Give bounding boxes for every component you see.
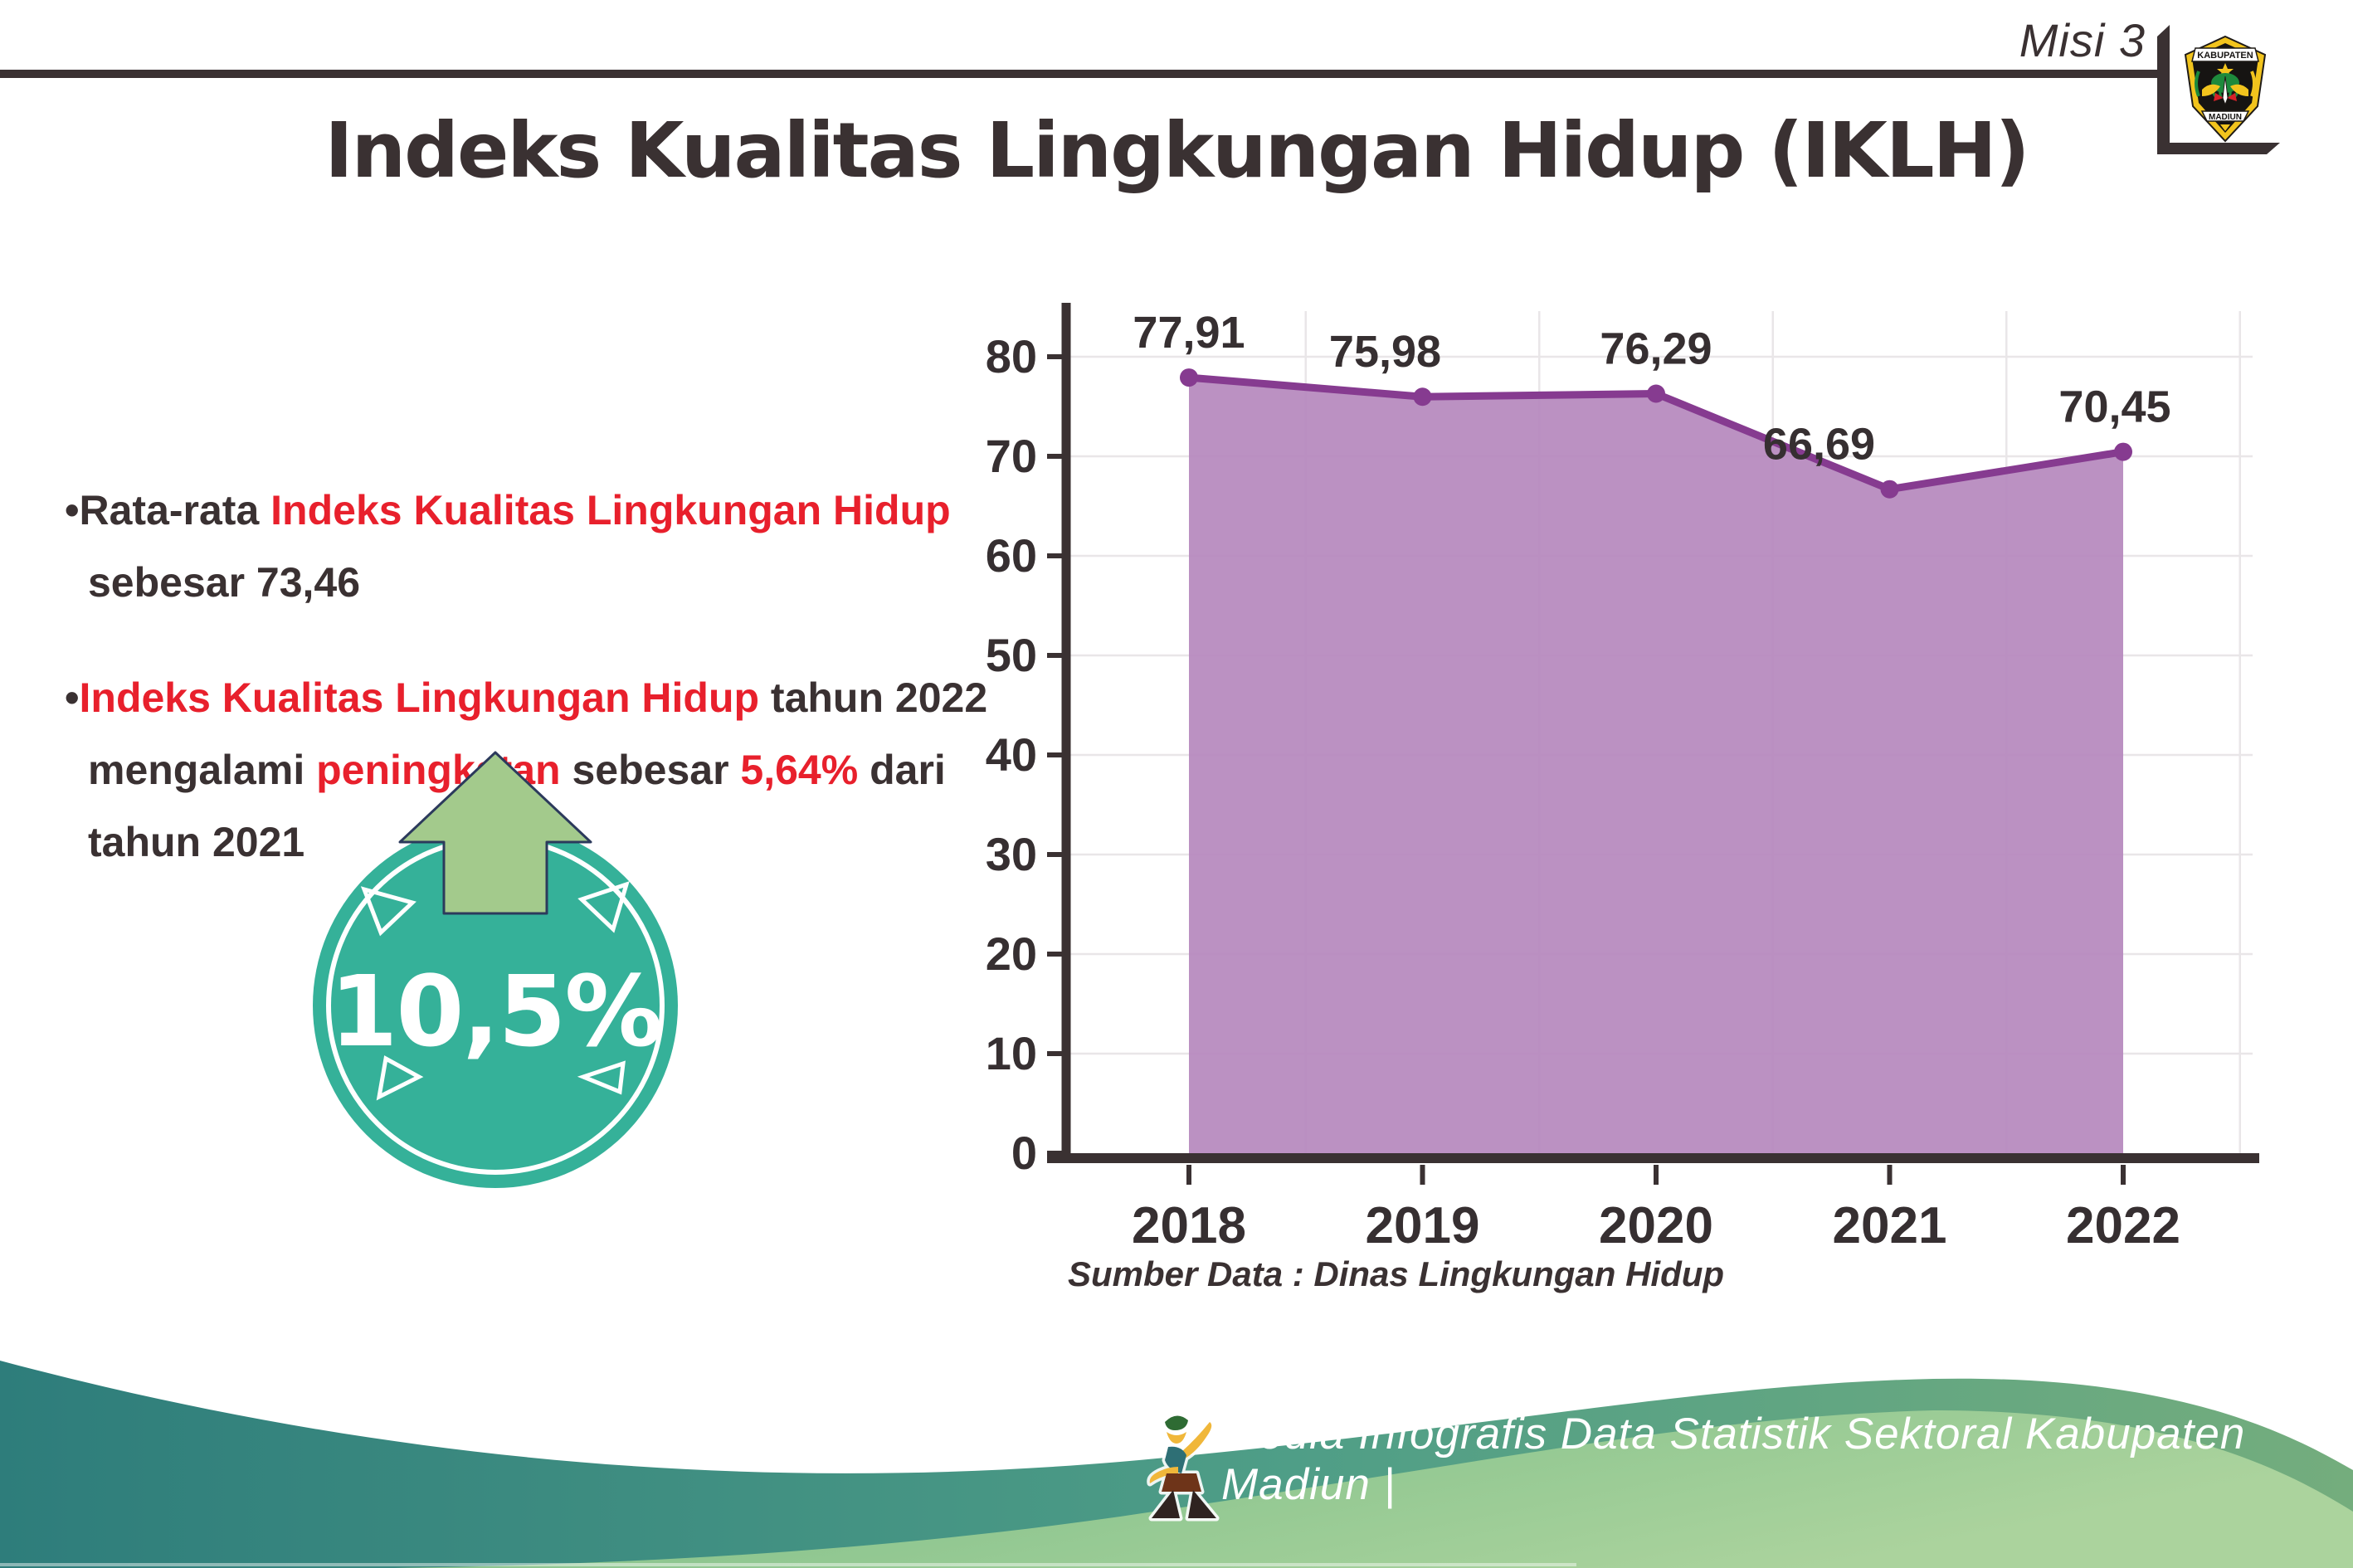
svg-text:MADIUN: MADIUN [2209, 113, 2242, 122]
svg-text:2018: 2018 [1132, 1197, 1246, 1254]
svg-text:66,69: 66,69 [1763, 420, 1875, 470]
svg-text:50: 50 [986, 629, 1037, 681]
svg-text:0: 0 [1011, 1127, 1037, 1179]
header-rule [0, 70, 2161, 78]
svg-text:2021: 2021 [1833, 1197, 1947, 1254]
svg-text:76,29: 76,29 [1600, 324, 1712, 374]
insight-text-segment: dari tahun 2021 [88, 747, 946, 865]
insight-bullet-increase: •Indeks Kualitas Lingkungan Hidup tahun … [65, 662, 1019, 879]
insight-text-segment: • [65, 674, 80, 721]
svg-text:70,45: 70,45 [2058, 382, 2170, 432]
page-title: Indeks Kualitas Lingkungan Hidup (IKLH) [324, 106, 2029, 195]
insight-text-segment: 5,64% [740, 747, 859, 793]
insight-text-segment: Indeks Kualitas Lingkungan Hidup [79, 674, 760, 721]
insight-text-segment: sebesar 73,46 [88, 559, 361, 606]
svg-text:20: 20 [986, 928, 1037, 980]
insight-text-segment: Indeks Kualitas Lingkungan Hidup [270, 487, 951, 533]
iklh-area-chart: 0 10 20 30 40 50 60 70 80 2018 2019 2020 2021 2022 77,… [938, 282, 2315, 1319]
dancer-mascot-icon [1145, 1404, 1223, 1523]
insight-text-segment: sebesar [560, 747, 741, 793]
svg-text:70: 70 [986, 430, 1037, 482]
insight-bullets: •Rata-rata Indeks Kualitas Lingkungan Hi… [65, 475, 1019, 922]
insight-bullet-average: •Rata-rata Indeks Kualitas Lingkungan Hi… [65, 475, 1019, 619]
logo-bracket-vertical [2157, 25, 2170, 154]
svg-text:30: 30 [986, 828, 1037, 880]
svg-text:75,98: 75,98 [1329, 327, 1441, 377]
badge-value: 10,5% [329, 954, 662, 1069]
svg-text:77,91: 77,91 [1133, 308, 1245, 358]
arrow-up-icon [392, 749, 599, 917]
svg-text:KABUPATEN: KABUPATEN [2197, 51, 2253, 61]
svg-text:40: 40 [986, 728, 1037, 781]
source-note: Sumber Data : Dinas Lingkungan Hidup [1068, 1254, 1725, 1293]
misi-label: Misi 3 [2019, 14, 2146, 66]
svg-text:2019: 2019 [1366, 1197, 1480, 1254]
badge-spark-triangles [313, 823, 678, 1188]
logo-bracket-horizontal [2157, 143, 2280, 154]
kabupaten-madiun-logo-icon: KABUPATEN MADIUN [2182, 35, 2268, 143]
footer-caption: Media Infografis Data Statistik Sektoral… [1221, 1410, 2246, 1509]
insight-text-segment: tahun 2022 mengalami [88, 674, 988, 793]
svg-text:60: 60 [986, 529, 1037, 582]
svg-text:2022: 2022 [2066, 1197, 2180, 1254]
svg-text:80: 80 [986, 330, 1037, 382]
insight-text-segment: •Rata-rata [65, 487, 271, 533]
svg-text:10: 10 [986, 1027, 1037, 1079]
svg-text:2020: 2020 [1599, 1197, 1713, 1254]
